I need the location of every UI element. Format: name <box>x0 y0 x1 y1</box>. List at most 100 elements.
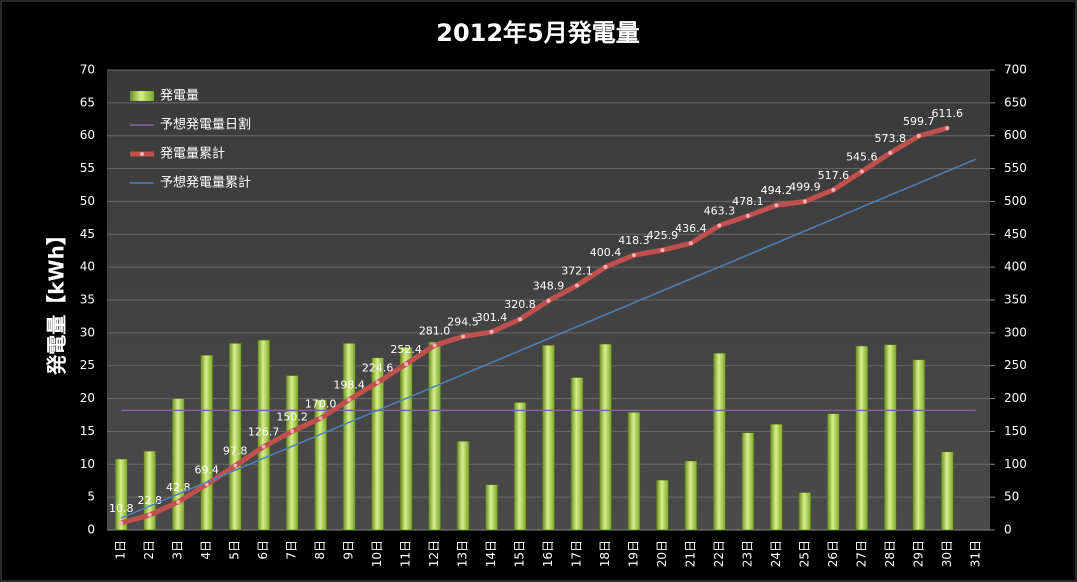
legend-label: 発電量 <box>160 89 199 104</box>
y-tick-label: 65 <box>80 95 95 109</box>
bar <box>171 398 185 531</box>
line-marker <box>375 380 380 385</box>
bar <box>257 339 270 531</box>
x-tick-label: 7日 <box>285 540 299 560</box>
legend-label: 予想発電量日割 <box>160 117 251 133</box>
bar <box>770 423 783 531</box>
line-marker <box>461 334 466 339</box>
x-tick-label: 12日 <box>427 540 441 567</box>
y-tick-label: 15 <box>80 424 95 438</box>
data-label: 198.4 <box>333 379 365 392</box>
x-tick-label: 5日 <box>228 540 242 560</box>
x-tick-label: 8日 <box>313 540 327 560</box>
y2-tick-label: 0 <box>1004 523 1012 537</box>
data-label: 170.0 <box>305 397 337 410</box>
y2-tick-label: 400 <box>1004 260 1027 274</box>
bar <box>941 451 954 531</box>
data-label: 436.4 <box>675 222 707 235</box>
y-axis-label: 発電量【kWh】 <box>45 225 69 376</box>
bar <box>200 354 213 531</box>
bar <box>656 479 669 531</box>
x-tick-label: 26日 <box>826 540 840 567</box>
bar <box>513 402 527 531</box>
bar <box>399 347 413 531</box>
bar <box>228 343 242 531</box>
line-marker <box>347 397 352 402</box>
line-marker <box>945 126 950 131</box>
y-tick-label: 60 <box>80 128 95 142</box>
data-label: 499.9 <box>789 180 821 193</box>
line-marker <box>147 513 152 518</box>
data-label: 599.7 <box>903 115 935 128</box>
y-tick-label: 5 <box>87 490 95 504</box>
y2-tick-label: 500 <box>1004 194 1027 208</box>
bar <box>456 441 470 531</box>
bar <box>684 460 698 531</box>
data-label: 425.9 <box>647 229 679 242</box>
line-marker <box>546 298 551 303</box>
x-tick-label: 25日 <box>797 540 811 567</box>
bar <box>342 343 356 531</box>
x-tick-label: 14日 <box>484 540 498 567</box>
line-marker <box>660 248 665 253</box>
y-tick-label: 35 <box>80 293 95 307</box>
bar <box>741 432 755 531</box>
y-tick-label: 25 <box>80 358 95 372</box>
line-marker <box>489 329 494 334</box>
chart-title: 2012年5月発電量 <box>436 19 640 47</box>
line-marker <box>574 283 579 288</box>
data-label: 252.4 <box>390 343 422 356</box>
x-tick-label: 2日 <box>142 540 156 560</box>
bar <box>599 343 612 531</box>
bar <box>713 352 726 531</box>
line-marker <box>888 150 893 155</box>
bar <box>855 345 869 531</box>
x-tick-label: 3日 <box>171 540 185 560</box>
y-tick-label: 50 <box>80 194 95 208</box>
y2-tick-label: 550 <box>1004 161 1027 175</box>
data-label: 22.8 <box>137 494 162 507</box>
legend-label: 発電量累計 <box>160 146 225 162</box>
y-tick-label: 55 <box>80 161 95 175</box>
x-tick-label: 31日 <box>968 540 982 567</box>
data-label: 42.8 <box>166 481 191 494</box>
line-marker <box>204 482 209 487</box>
legend-marker <box>140 152 144 156</box>
legend-swatch <box>130 91 154 101</box>
series-line <box>120 125 948 526</box>
x-tick-label: 24日 <box>769 540 783 567</box>
bar <box>285 375 299 531</box>
line-marker <box>688 241 693 246</box>
data-label: 400.4 <box>590 246 622 259</box>
x-tick-label: 28日 <box>883 540 897 567</box>
data-label: 372.1 <box>561 264 593 277</box>
data-label: 573.8 <box>875 132 907 145</box>
bar <box>884 344 897 531</box>
x-tick-label: 22日 <box>712 540 726 567</box>
line-marker <box>432 343 437 348</box>
data-label: 517.6 <box>818 169 850 182</box>
line-marker <box>631 253 636 258</box>
y2-tick-label: 600 <box>1004 128 1027 142</box>
data-label: 301.4 <box>476 311 508 324</box>
data-label: 478.1 <box>732 195 764 208</box>
y-tick-label: 0 <box>87 523 95 537</box>
y-tick-label: 70 <box>80 63 95 77</box>
data-label: 294.5 <box>447 315 479 328</box>
line-marker <box>802 199 807 204</box>
line-marker <box>261 444 266 449</box>
y2-tick-label: 350 <box>1004 293 1027 307</box>
line-marker <box>119 520 124 525</box>
x-tick-label: 27日 <box>854 540 868 567</box>
y-tick-label: 40 <box>80 260 95 274</box>
legend-label: 予想発電量累計 <box>160 175 251 191</box>
y2-tick-label: 100 <box>1004 457 1027 471</box>
line-marker <box>916 133 921 138</box>
line-marker <box>290 429 295 434</box>
y2-tick-label: 450 <box>1004 227 1027 241</box>
y-tick-label: 30 <box>80 325 95 339</box>
bar <box>114 458 128 531</box>
line-marker <box>518 317 523 322</box>
line-marker <box>831 187 836 192</box>
data-label: 126.7 <box>248 426 280 439</box>
